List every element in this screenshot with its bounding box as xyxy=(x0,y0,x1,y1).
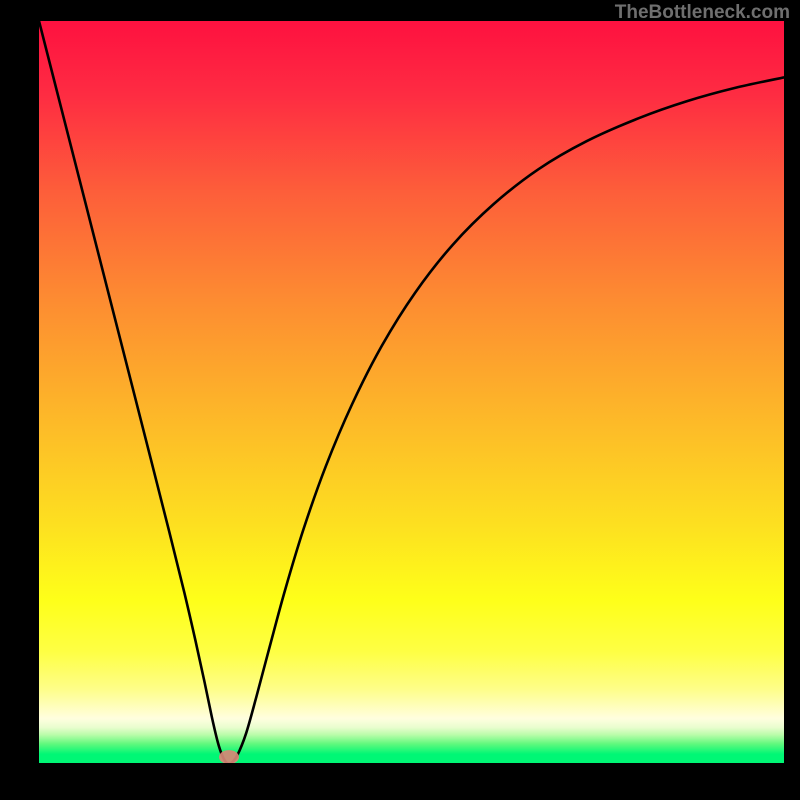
curve-layer xyxy=(39,21,784,763)
watermark-text: TheBottleneck.com xyxy=(615,2,790,24)
plot-area xyxy=(39,21,784,763)
chart-frame: TheBottleneck.com xyxy=(0,0,800,800)
bottleneck-curve xyxy=(39,21,784,763)
